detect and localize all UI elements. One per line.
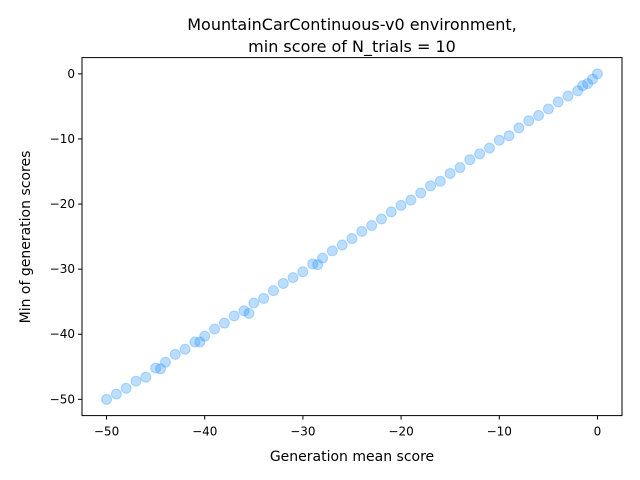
scatter-point xyxy=(307,258,319,270)
scatter-point xyxy=(317,252,329,264)
plot-frame xyxy=(81,57,623,417)
scatter-point xyxy=(189,336,201,348)
scatter-point xyxy=(297,266,309,278)
scatter-point xyxy=(194,336,206,348)
scatter-point xyxy=(120,382,132,394)
scatter-point xyxy=(513,122,525,134)
scatter-point xyxy=(248,297,260,309)
scatter-point xyxy=(150,362,162,374)
x-tick-label: 0 xyxy=(594,425,602,439)
scatter-point xyxy=(533,110,545,122)
scatter-point xyxy=(326,245,338,257)
x-tick-label: −10 xyxy=(487,425,512,439)
chart-title-line-1: MountainCarContinuous-v0 environment, xyxy=(187,15,517,34)
scatter-point xyxy=(130,375,142,387)
scatter-point xyxy=(258,292,270,304)
scatter-point xyxy=(312,259,324,271)
scatter-point xyxy=(395,199,407,211)
scatter-point xyxy=(415,187,427,199)
scatter-point xyxy=(454,162,466,174)
scatter-point xyxy=(140,371,152,383)
scatter-point xyxy=(474,148,486,160)
x-tick-label: −40 xyxy=(192,425,217,439)
scatter-point xyxy=(542,103,554,115)
scatter-point xyxy=(552,96,564,108)
scatter-point xyxy=(572,85,584,97)
scatter-points xyxy=(101,68,603,405)
chart-title-line-2: min score of N_trials = 10 xyxy=(248,37,456,57)
scatter-point xyxy=(523,115,535,127)
y-tick-label: −30 xyxy=(50,262,75,276)
x-axis-ticks: −50 −40 −30 −20 −10 0 xyxy=(94,415,602,439)
scatter-point xyxy=(346,233,358,245)
x-tick-label: −50 xyxy=(94,425,119,439)
scatter-point xyxy=(591,68,603,80)
scatter-point xyxy=(169,348,181,360)
scatter-point xyxy=(277,277,289,289)
scatter-point xyxy=(493,134,505,146)
scatter-point xyxy=(287,272,299,284)
scatter-point xyxy=(562,90,574,102)
y-tick-label: 0 xyxy=(67,67,75,81)
scatter-point xyxy=(366,220,378,232)
scatter-point xyxy=(110,388,122,400)
scatter-point xyxy=(425,180,437,192)
scatter-point xyxy=(228,310,240,322)
scatter-point xyxy=(101,393,113,405)
scatter-point xyxy=(434,175,446,187)
scatter-point xyxy=(587,73,599,85)
scatter-point xyxy=(503,130,515,142)
scatter-point xyxy=(464,154,476,166)
scatter-point xyxy=(483,142,495,154)
scatter-point xyxy=(179,343,191,355)
scatter-point xyxy=(582,78,594,90)
y-tick-label: −10 xyxy=(50,132,75,146)
y-axis-ticks: −50 −40 −30 −20 −10 0 xyxy=(50,67,82,406)
scatter-point xyxy=(199,330,211,342)
scatter-point xyxy=(238,305,250,317)
x-tick-label: −30 xyxy=(290,425,315,439)
scatter-point xyxy=(209,323,221,335)
y-tick-label: −40 xyxy=(50,327,75,341)
scatter-point xyxy=(385,206,397,218)
scatter-point xyxy=(336,239,348,251)
y-tick-label: −50 xyxy=(50,392,75,406)
scatter-point xyxy=(218,317,230,329)
scatter-point xyxy=(356,225,368,237)
scatter-point xyxy=(267,285,279,297)
y-tick-label: −20 xyxy=(50,197,75,211)
scatter-point xyxy=(375,213,387,225)
y-axis-label: Min of generation scores xyxy=(18,151,34,324)
x-tick-label: −20 xyxy=(388,425,413,439)
scatter-point xyxy=(577,80,589,92)
x-axis-label: Generation mean score xyxy=(270,449,434,465)
scatter-point xyxy=(243,307,255,319)
scatter-point xyxy=(444,167,456,179)
scatter-point xyxy=(155,363,167,375)
scatter-point xyxy=(159,356,171,368)
scatter-point xyxy=(405,194,417,206)
